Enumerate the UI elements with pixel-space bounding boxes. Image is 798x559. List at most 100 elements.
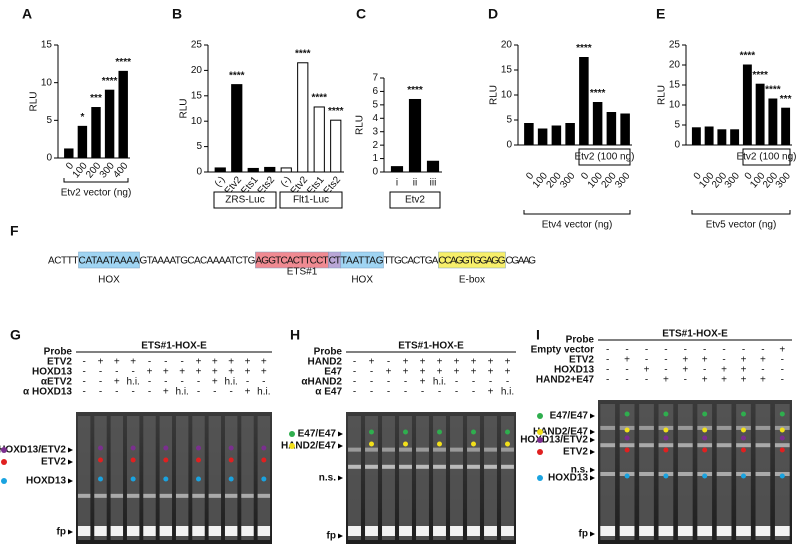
band-arrow [590, 467, 595, 473]
x-tick-label: 0 [743, 170, 755, 182]
lane-symbol: - [180, 357, 183, 368]
gel-band [639, 472, 654, 476]
y-tick-label: 10 [41, 77, 53, 88]
lane-symbol: - [370, 387, 373, 398]
row-label: HAND2+E47 [536, 375, 595, 386]
lane-symbol: + [741, 365, 747, 376]
bar [214, 167, 226, 173]
lane-symbol: + [245, 367, 251, 378]
free-probe-band [501, 526, 514, 536]
row-label: E47 [324, 367, 342, 378]
lane-symbol: - [625, 365, 628, 376]
lane-symbol: h.i. [501, 387, 514, 398]
gel-band [677, 443, 693, 448]
lane-symbol: + [624, 355, 630, 366]
band-dot [98, 476, 103, 482]
y-tick-label: 25 [191, 40, 203, 51]
row-label: αETV2 [41, 377, 73, 388]
lane-symbol: - [387, 377, 390, 388]
free-probe-band [484, 526, 497, 536]
lane-symbol: - [645, 345, 648, 356]
band-dot [163, 445, 169, 451]
gel-band [126, 493, 140, 498]
gel-band [143, 493, 156, 498]
y-tick-label: 0 [674, 140, 680, 151]
panel-label: D [488, 6, 498, 22]
band-dot [624, 411, 630, 417]
free-probe-band [736, 526, 751, 536]
band-dot [196, 457, 201, 463]
gel-band [208, 493, 222, 498]
lane-symbol: + [471, 357, 477, 368]
band-dot [537, 429, 543, 435]
band-dot [1, 459, 7, 465]
lane-symbol: + [261, 357, 267, 368]
lane-symbol: - [387, 387, 390, 398]
lane-symbol: - [625, 345, 628, 356]
bar [704, 126, 714, 146]
bar [297, 62, 309, 173]
significance: *** [780, 94, 792, 105]
lane-symbol: + [163, 387, 169, 398]
bar [77, 125, 88, 159]
significance: **** [590, 88, 606, 99]
lane-symbol: - [421, 387, 424, 398]
gel-band [484, 447, 497, 452]
band-dot [663, 427, 669, 433]
band-dot [779, 411, 785, 417]
group-bracket [523, 210, 631, 215]
bar [592, 102, 603, 146]
band-dot [702, 427, 708, 433]
band-arrow [590, 429, 595, 435]
free-probe-band [110, 526, 124, 536]
band-dot [624, 427, 630, 433]
x-tick-label: 300 [723, 170, 742, 190]
lane-symbol: - [506, 377, 509, 388]
lane-symbol: + [403, 357, 409, 368]
gel-band [716, 443, 732, 448]
x-tick-label: 300 [613, 170, 632, 190]
free-probe-band [677, 526, 693, 536]
lane-symbol: + [437, 357, 443, 368]
lane-symbol: + [663, 375, 669, 386]
gel-lane [501, 416, 514, 540]
group-bracket [691, 210, 791, 215]
band-dot [624, 435, 630, 441]
gel-title: ETS#1-HOX-E [398, 341, 464, 352]
row-label: α HOXD13 [23, 387, 72, 398]
lane-symbol: - [197, 387, 200, 398]
lane-symbol: h.i. [433, 377, 446, 388]
gel-lane [175, 416, 189, 540]
group-label: Etv2 [405, 195, 425, 206]
lane-symbol: - [625, 375, 628, 386]
band-dot [779, 473, 785, 479]
band-label: E47/E47 [298, 429, 337, 440]
band-dot [228, 445, 234, 451]
y-tick-label: 15 [501, 65, 513, 76]
gel-band [736, 443, 751, 448]
y-tick-label: 25 [669, 40, 681, 51]
band-dot [663, 473, 669, 479]
y-tick-label: 0 [372, 167, 378, 178]
panel-label: F [10, 223, 19, 239]
lane-symbol: + [420, 377, 426, 388]
gel-lane [143, 416, 156, 540]
gel-lane [365, 416, 378, 540]
lane-symbol: - [99, 367, 102, 378]
band-dot [130, 445, 136, 451]
y-tick-label: 5 [46, 115, 52, 126]
bar [280, 167, 292, 173]
band-arrow [590, 475, 595, 481]
band-dot [741, 473, 746, 479]
significance: **** [740, 51, 756, 62]
gel-band [382, 464, 395, 469]
gel-band [619, 443, 635, 448]
band-dot [624, 473, 630, 479]
lane-symbol: - [148, 357, 151, 368]
y-tick-label: 5 [674, 120, 680, 131]
band-arrow [590, 437, 595, 443]
band-dot [1, 447, 7, 453]
band-dot [702, 411, 708, 417]
gel-lane [241, 416, 254, 540]
gel-band [365, 447, 378, 452]
